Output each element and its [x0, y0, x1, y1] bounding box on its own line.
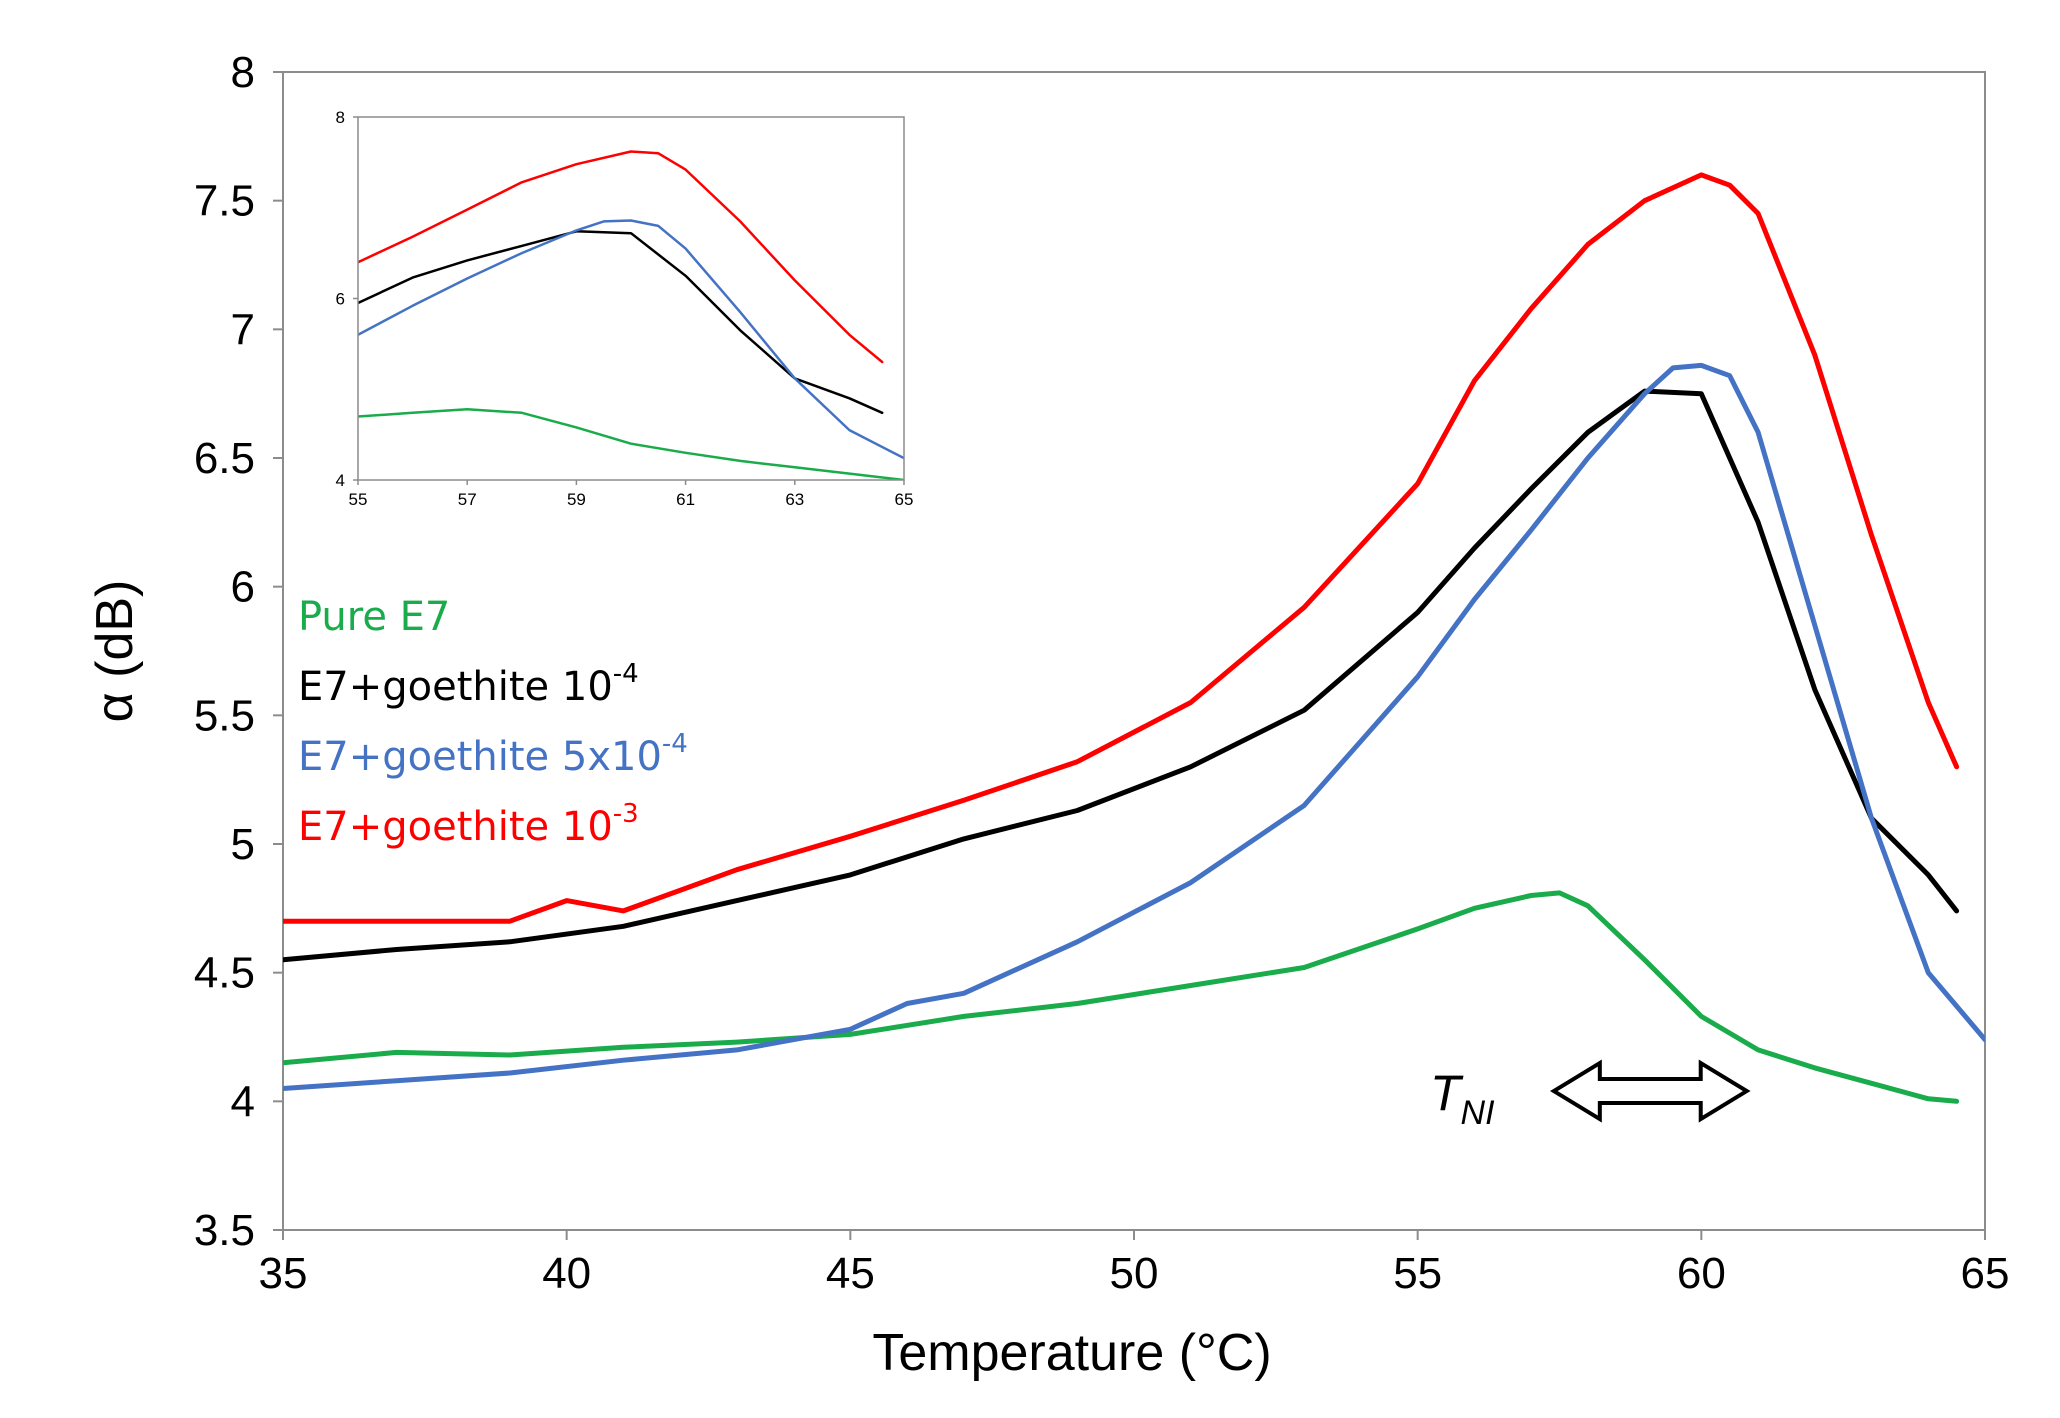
legend-sup-goethite-1e-4: -4 — [613, 659, 639, 689]
tni-label-sub: NI — [1461, 1094, 1496, 1132]
main-x-tick-label-0: 35 — [259, 1249, 308, 1298]
main-x-tick-label-5: 60 — [1677, 1249, 1726, 1298]
inset-chart: 4 6 8 55 57 59 61 63 65 — [336, 108, 914, 509]
inset-y-tick-label-0: 4 — [336, 471, 345, 490]
main-x-tick-label-2: 45 — [826, 1249, 875, 1298]
main-x-tick-label-4: 55 — [1393, 1249, 1442, 1298]
legend-sup-goethite-1e-3: -3 — [613, 799, 639, 829]
inset-x-tick-label-5: 65 — [895, 490, 914, 509]
inset-x-tick-label-2: 59 — [567, 490, 586, 509]
legend-sup-goethite-5e-4: -4 — [662, 729, 688, 759]
legend-label-goethite-1e-4: E7+goethite 10 — [298, 664, 613, 710]
inset-series-line-0 — [358, 407, 904, 480]
y-axis-label: α (dB) — [86, 580, 144, 723]
inset-x-ticks: 55 57 59 61 63 65 — [349, 480, 914, 509]
inset-series-group — [358, 150, 904, 480]
legend-label-pure-e7: Pure E7 — [298, 594, 450, 640]
legend-entry-pure-e7: Pure E7 — [298, 594, 450, 640]
legend-entry-goethite-1e-4: E7+goethite 10-4 — [298, 659, 639, 710]
main-series-line-3 — [283, 172, 1960, 924]
tni-annotation: TNI — [1430, 1059, 1751, 1132]
main-y-tick-label-9: 8 — [231, 48, 255, 97]
main-y-tick-label-0: 3.5 — [194, 1206, 255, 1255]
inset-background — [358, 117, 904, 480]
main-y-tick-label-5: 6 — [231, 563, 255, 612]
main-y-tick-label-3: 5 — [231, 820, 255, 869]
legend-entry-goethite-1e-3: E7+goethite 10-3 — [298, 799, 639, 850]
main-y-tick-label-6: 6.5 — [194, 434, 255, 483]
main-x-ticks: 35 40 45 50 55 60 65 — [259, 1230, 2010, 1298]
inset-y-ticks: 4 6 8 — [336, 108, 358, 490]
legend: Pure E7 E7+goethite 10-4 E7+goethite 5x1… — [298, 594, 688, 850]
main-x-tick-label-6: 65 — [1961, 1249, 2010, 1298]
main-series-line-1 — [283, 388, 1960, 963]
tni-label-main: T — [1430, 1065, 1464, 1121]
main-x-tick-label-3: 50 — [1110, 1249, 1159, 1298]
legend-label-goethite-5e-4: E7+goethite 5x10 — [298, 734, 662, 780]
main-series-line-2 — [283, 362, 1985, 1091]
inset-x-tick-label-3: 61 — [676, 490, 695, 509]
inset-y-tick-label-1: 6 — [336, 290, 345, 309]
main-y-tick-label-8: 7.5 — [194, 177, 255, 226]
main-series-group — [283, 172, 1985, 1104]
legend-entry-goethite-5e-4: E7+goethite 5x10-4 — [298, 729, 688, 780]
main-x-tick-label-1: 40 — [542, 1249, 591, 1298]
inset-series-line-3 — [358, 150, 884, 364]
tni-double-arrow — [1549, 1059, 1751, 1123]
main-y-tick-label-2: 4.5 — [194, 949, 255, 998]
inset-series-line-1 — [358, 230, 884, 415]
main-y-tick-label-4: 5.5 — [194, 691, 255, 740]
main-series-line-0 — [283, 890, 1960, 1104]
tni-label: TNI — [1430, 1065, 1495, 1132]
inset-x-tick-label-1: 57 — [458, 490, 477, 509]
main-y-tick-label-1: 4 — [231, 1077, 255, 1126]
inset-x-tick-label-0: 55 — [349, 490, 368, 509]
inset-x-tick-label-4: 63 — [785, 490, 804, 509]
inset-series-line-2 — [358, 219, 904, 460]
inset-y-tick-label-2: 8 — [336, 108, 345, 127]
main-y-tick-label-7: 7 — [231, 305, 255, 354]
x-axis-label: Temperature (°C) — [872, 1324, 1271, 1382]
main-y-ticks: 3.5 4 4.5 5 5.5 6 6.5 7 7.5 8 — [194, 48, 283, 1255]
legend-label-goethite-1e-3: E7+goethite 10 — [298, 804, 613, 850]
